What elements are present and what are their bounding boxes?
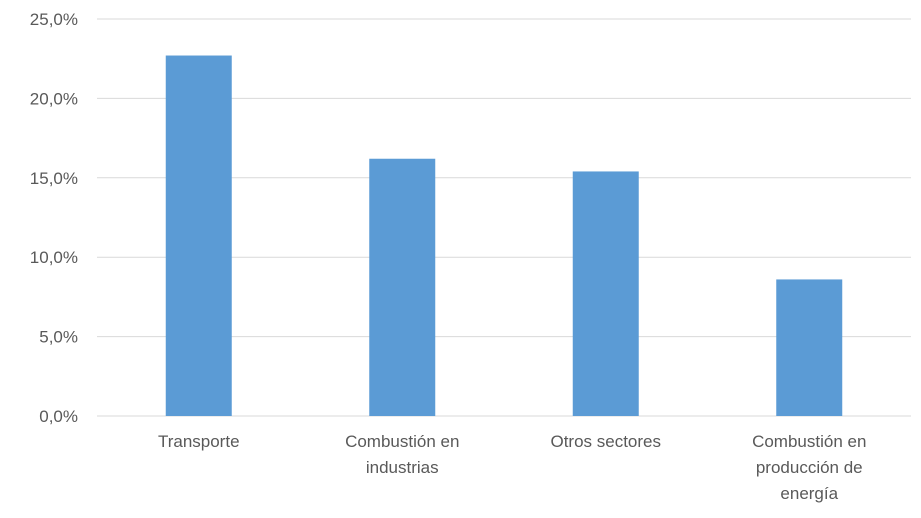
y-tick-label: 25,0% [30,10,78,29]
bar [573,171,639,416]
x-category-label-line: Combustión en [752,432,866,451]
bar [166,56,232,416]
x-category-label: Combustión en industrias [345,432,459,477]
bar [776,279,842,416]
x-category-label-line: energía [780,484,838,503]
x-category-label-line: Combustión en [345,432,459,451]
y-tick-label: 15,0% [30,169,78,188]
bars [166,56,843,416]
x-category-label-line: Transporte [158,432,240,451]
y-tick-label: 20,0% [30,89,78,108]
x-category-label-line: Otros sectores [550,432,661,451]
x-category-label-line: producción de [756,458,863,477]
y-axis-tick-labels: 0,0% 5,0% 10,0% 15,0% 20,0% 25,0% [30,10,78,426]
y-tick-label: 5,0% [39,328,78,347]
x-axis-category-labels: Transporte Combustión en industrias Otros s… [158,432,866,503]
x-category-label: Transporte [158,432,240,451]
x-category-label: Combustión en producción de energía [752,432,866,503]
y-tick-label: 10,0% [30,248,78,267]
y-tick-label: 0,0% [39,407,78,426]
x-category-label: Otros sectores [550,432,661,451]
x-category-label-line: industrias [366,458,439,477]
bar [369,159,435,416]
